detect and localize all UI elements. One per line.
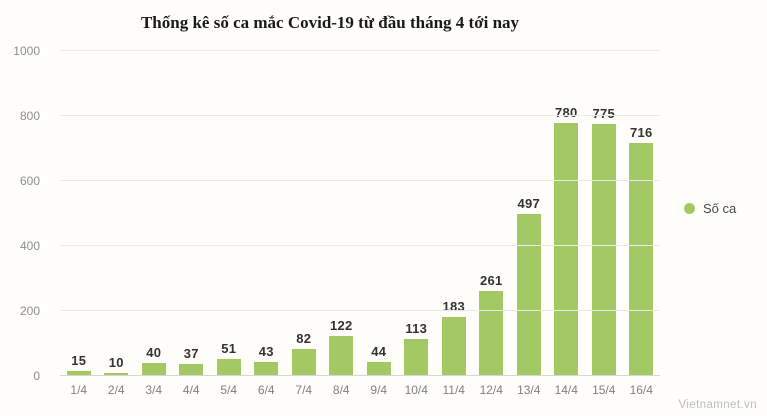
bar-column-6/4: 43 6/4 — [248, 51, 286, 397]
bar-value-label: 780 — [554, 104, 578, 120]
x-axis-label: 8/4 — [332, 383, 350, 397]
bar-value-label: 82 — [296, 331, 312, 347]
x-axis-label: 7/4 — [295, 383, 313, 397]
bar-column-12/4: 261 12/4 — [473, 51, 511, 397]
bar-12/4[interactable] — [479, 291, 504, 376]
bar-7/4[interactable] — [291, 349, 316, 376]
x-axis-label: 3/4 — [145, 383, 163, 397]
bar-value-label: 775 — [592, 106, 616, 122]
bar-13/4[interactable] — [516, 214, 541, 376]
bar-5/4[interactable] — [216, 359, 241, 376]
bar-1/4[interactable] — [66, 371, 91, 376]
bar-column-1/4: 15 1/4 — [60, 51, 98, 397]
bar-value-label: 40 — [146, 345, 162, 360]
legend-label: Số ca — [703, 201, 737, 216]
watermark: Vietnamnet.vn — [678, 399, 757, 411]
bar-11/4[interactable] — [441, 316, 466, 376]
bar-value-label: 497 — [517, 196, 541, 212]
y-tick-label-1000: 1000 — [13, 44, 40, 58]
bar-column-14/4: 780 14/4 — [548, 51, 586, 397]
x-axis-label: 1/4 — [70, 383, 88, 397]
bar-column-13/4: 497 13/4 — [510, 51, 548, 397]
y-tick-label-600: 600 — [19, 174, 40, 188]
bar-14/4[interactable] — [554, 122, 579, 376]
bar-value-label: 716 — [629, 125, 653, 141]
legend-item-so-ca[interactable]: Số ca — [684, 201, 736, 216]
bar-column-11/4: 183 11/4 — [435, 51, 473, 397]
legend-dot-icon — [684, 203, 695, 214]
bar-value-label: 122 — [329, 318, 353, 334]
bar-9/4[interactable] — [366, 361, 391, 376]
chart-title: Thống kê số ca mắc Covid-19 từ đầu tháng… — [140, 13, 520, 32]
x-axis-label: 13/4 — [517, 383, 541, 397]
bar-4/4[interactable] — [179, 363, 204, 376]
bar-3/4[interactable] — [141, 363, 166, 376]
x-axis-label: 9/4 — [370, 383, 388, 397]
plot-area: 15 1/4 10 2/4 40 3/4 37 4/4 51 5/4 43 6/4 82 7/4 122 8/… — [60, 50, 661, 397]
x-axis-label: 4/4 — [182, 383, 200, 397]
x-axis-label: 10/4 — [404, 383, 428, 397]
bar-8/4[interactable] — [329, 336, 354, 376]
bar-column-4/4: 37 4/4 — [173, 51, 211, 397]
x-axis-label: 11/4 — [442, 383, 465, 397]
bar-column-7/4: 82 7/4 — [285, 51, 323, 397]
bar-value-label: 37 — [183, 345, 199, 361]
bar-value-label: 10 — [108, 354, 124, 370]
bar-2/4[interactable] — [104, 372, 129, 376]
x-axis-label: 5/4 — [220, 383, 238, 397]
y-tick-label-800: 800 — [19, 109, 40, 123]
bar-column-10/4: 113 10/4 — [398, 51, 436, 397]
bar-16/4[interactable] — [629, 143, 654, 376]
bar-6/4[interactable] — [254, 362, 279, 376]
bar-value-label: 43 — [258, 344, 274, 360]
bar-column-5/4: 51 5/4 — [210, 51, 248, 397]
bar-column-8/4: 122 8/4 — [323, 51, 361, 397]
bar-column-15/4: 775 15/4 — [585, 51, 623, 397]
bar-value-label: 113 — [405, 321, 428, 337]
bars: 15 1/4 10 2/4 40 3/4 37 4/4 51 5/4 43 6/4 82 7/4 122 8/… — [60, 51, 661, 397]
x-axis-label: 14/4 — [554, 383, 578, 397]
bar-value-label: 183 — [442, 298, 466, 314]
x-axis-label: 16/4 — [629, 383, 653, 397]
bar-column-3/4: 40 3/4 — [135, 51, 173, 397]
bar-column-9/4: 44 9/4 — [360, 51, 398, 397]
bar-column-2/4: 10 2/4 — [98, 51, 136, 397]
x-axis-label: 15/4 — [592, 383, 616, 397]
gridline-800 — [60, 115, 660, 116]
bar-10/4[interactable] — [404, 339, 429, 376]
gridline-1000 — [60, 50, 660, 51]
bar-value-label: 51 — [221, 341, 237, 357]
bar-value-label: 15 — [71, 353, 87, 369]
bar-value-label: 44 — [371, 343, 387, 359]
bar-value-label: 261 — [479, 273, 503, 289]
gridline-400 — [60, 245, 660, 246]
bar-column-16/4: 716 16/4 — [623, 51, 661, 397]
y-axis: 0 200 400 600 800 1000 — [0, 44, 48, 383]
x-axis-label: 2/4 — [107, 383, 125, 397]
x-axis-label: 6/4 — [257, 383, 275, 397]
y-tick-label-0: 0 — [33, 369, 40, 383]
x-axis-label: 12/4 — [479, 383, 503, 397]
bar-15/4[interactable] — [591, 124, 616, 376]
gridline-0 — [60, 375, 660, 376]
y-tick-label-200: 200 — [19, 304, 40, 318]
gridline-200 — [60, 310, 660, 311]
y-tick-label-400: 400 — [19, 239, 40, 253]
gridline-600 — [60, 180, 660, 181]
